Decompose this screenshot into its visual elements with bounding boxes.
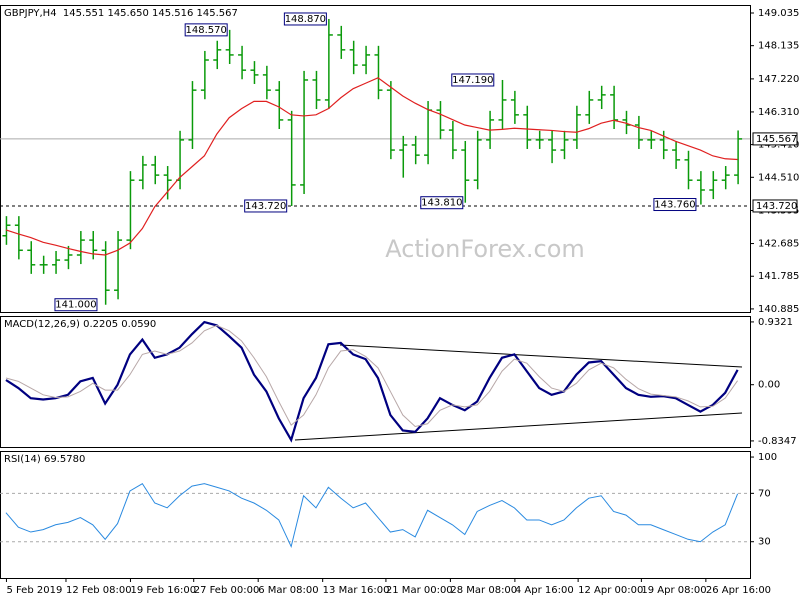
watermark: ActionForex.com [385, 235, 585, 263]
annotation: 148.570 [185, 25, 226, 36]
panel-title: RSI(14) 69.5780 [4, 454, 85, 465]
x-tick-label: 28 Mar 08:00 [450, 585, 517, 596]
x-tick-label: 19 Feb 16:00 [130, 585, 196, 596]
y-tick-label: 70 [758, 488, 771, 499]
annotation: 143.810 [421, 198, 462, 209]
panel-frame [0, 5, 751, 313]
series-line [5, 320, 739, 443]
x-tick-label: 5 Feb 2019 [6, 585, 62, 596]
y-tick-label: -0.8347 [758, 436, 797, 447]
trendline [294, 412, 743, 441]
price-label-box [752, 199, 798, 213]
price-label: 145.567 [756, 134, 797, 145]
annotation-box [184, 23, 228, 37]
annotation-box [451, 73, 495, 87]
y-tick-label: 0.9321 [758, 317, 793, 328]
y-tick-label: 0.00 [758, 380, 780, 391]
annotation: 141.000 [55, 300, 96, 311]
y-tick-label: 142.685 [758, 239, 799, 250]
y-tick-label: 146.310 [758, 107, 799, 118]
trendline [339, 344, 743, 368]
panel-title: MACD(12,26,9) 0.2205 0.0590 [4, 319, 156, 330]
annotation-box [244, 199, 288, 213]
x-tick-label: 4 Apr 16:00 [515, 585, 574, 596]
series-line [5, 482, 739, 549]
x-tick-label: 21 Mar 00:00 [386, 585, 453, 596]
panel-frame [0, 451, 751, 579]
panel-title: GBPJPY,H4 145.551 145.650 145.516 145.56… [4, 8, 238, 19]
panel-frame [0, 316, 751, 448]
x-tick-label: 26 Apr 16:00 [706, 585, 771, 596]
x-tick-label: 12 Feb 08:00 [66, 585, 132, 596]
annotation-box [653, 198, 697, 212]
annotation-box [283, 12, 327, 26]
x-tick-label: 13 Mar 16:00 [323, 585, 390, 596]
y-tick-label: 144.510 [758, 172, 799, 183]
x-tick-label: 6 Mar 08:00 [258, 585, 318, 596]
price-label: 143.720 [756, 201, 797, 212]
y-tick-label: 147.220 [758, 74, 799, 85]
y-tick-label: 148.135 [758, 41, 799, 52]
x-tick-label: 27 Feb 00:00 [194, 585, 260, 596]
annotation: 143.720 [245, 201, 286, 212]
annotation: 148.870 [285, 14, 326, 25]
x-tick-label: 19 Apr 08:00 [641, 585, 706, 596]
y-tick-label: 141.785 [758, 271, 799, 282]
y-tick-label: 149.035 [758, 8, 799, 19]
series-line [5, 77, 738, 256]
annotation-box [420, 196, 464, 210]
annotation: 143.760 [654, 200, 695, 211]
annotation-box [54, 298, 98, 312]
annotation: 147.190 [452, 75, 493, 86]
price-label-box [752, 132, 798, 146]
y-tick-label: 30 [758, 537, 771, 548]
series-line [5, 324, 739, 428]
y-tick-label: 140.885 [758, 304, 799, 315]
x-tick-label: 12 Apr 00:00 [578, 585, 643, 596]
y-tick-label: 100 [758, 452, 777, 463]
